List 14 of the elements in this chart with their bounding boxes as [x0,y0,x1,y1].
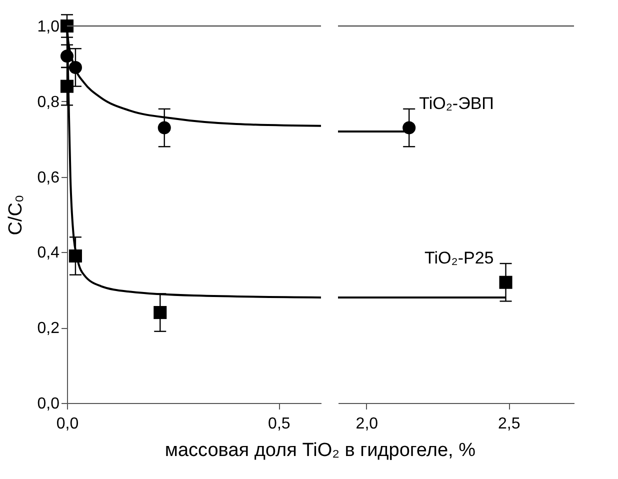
series-label: TiO₂-P25 [424,248,494,268]
x-tick-label: 0,5 [268,416,290,432]
x-tick-label: 2,0 [356,416,378,432]
y-tick-label: 1,0 [37,18,60,36]
series-label: TiO₂-ЭВП [419,94,494,113]
y-tick-label: 0,6 [37,169,60,186]
y-tick-label: 0,4 [37,244,60,262]
x-axis-title: массовая доля TiO₂ в гидрогеле, % [164,440,476,461]
x-tick-label: 2,5 [498,416,520,432]
y-tick-label: 0,2 [37,320,60,338]
y-tick-label: 0,0 [37,396,60,412]
y-tick-label: 0,8 [37,94,60,111]
y-axis-title: C/C₀ [5,194,26,236]
x-tick-label: 0,0 [56,416,79,432]
